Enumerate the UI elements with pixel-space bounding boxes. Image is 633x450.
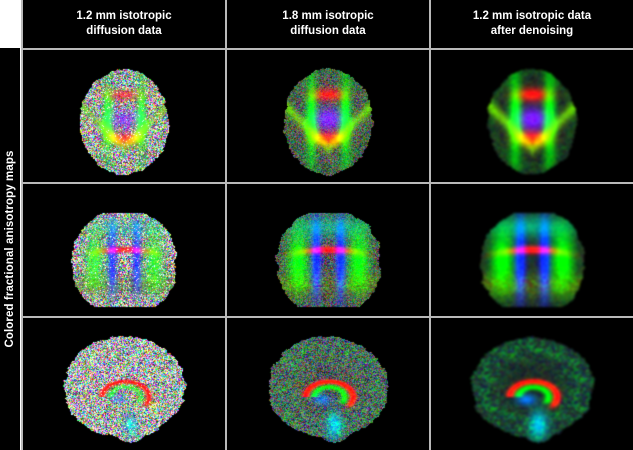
column-header-3-line1: 1.2 mm isotropic data (472, 9, 592, 22)
column-header-1-line1: 1.2 mm istotropic (76, 9, 172, 22)
panel-axial-1.8mm (227, 50, 429, 182)
corner-blank (0, 0, 20, 48)
panel-axial-1.2mm-noisy (23, 50, 225, 182)
y-axis-label: Colored fractional anisotropy maps (4, 150, 16, 348)
column-header-2: 1.8 mm isotropic diffusion data (227, 0, 429, 48)
column-header-2-line1: 1.8 mm isotropic (282, 9, 374, 22)
panel-grid: 1.2 mm istotropic diffusion data 1.8 mm … (21, 0, 633, 450)
panel-coronal-1.2mm-noisy (23, 184, 225, 316)
panel-coronal-1.8mm (227, 184, 429, 316)
panel-sagittal-1.2mm-noisy (23, 318, 225, 450)
panel-axial-1.2mm-denoised (431, 50, 633, 182)
column-header-3: 1.2 mm isotropic data after denoising (431, 0, 633, 48)
column-header-1-line2: diffusion data (86, 25, 162, 37)
column-header-1: 1.2 mm istotropic diffusion data (23, 0, 225, 48)
column-header-3-line2: after denoising (490, 25, 574, 37)
panel-sagittal-1.8mm (227, 318, 429, 450)
panel-sagittal-1.2mm-denoised (431, 318, 633, 450)
panel-coronal-1.2mm-denoised (431, 184, 633, 316)
y-axis-label-strip: Colored fractional anisotropy maps (0, 48, 20, 450)
column-header-2-line2: diffusion data (290, 25, 366, 37)
